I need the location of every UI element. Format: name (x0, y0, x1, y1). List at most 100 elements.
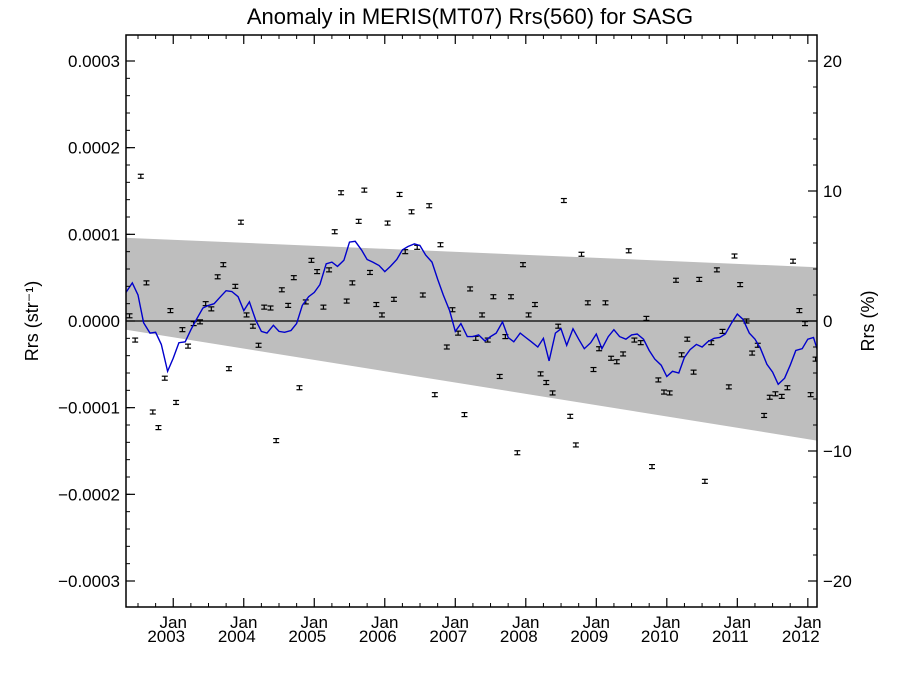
x-tick-label-month: Jan (653, 613, 680, 632)
y-axis-label-left: Rrs (str⁻¹) (22, 281, 42, 361)
data-point (749, 350, 756, 356)
data-point (214, 274, 221, 280)
data-point (278, 287, 285, 293)
data-point (696, 276, 703, 282)
data-point (631, 337, 638, 343)
data-point (197, 319, 204, 325)
x-tick-label-month: Jan (160, 613, 187, 632)
x-tick-label-month: Jan (724, 613, 751, 632)
data-point (649, 464, 656, 470)
data-point (155, 425, 162, 431)
data-point (361, 187, 368, 193)
data-point (384, 220, 391, 226)
data-point (225, 366, 232, 372)
y-tick-label-left: 0.0003 (68, 52, 120, 71)
series-line-smoothed (126, 240, 817, 386)
data-point (812, 356, 817, 362)
data-point (373, 301, 380, 308)
x-tick-label-month: Jan (301, 613, 328, 632)
plot-area (126, 173, 817, 484)
data-point (249, 323, 256, 329)
data-point (761, 412, 768, 419)
data-point (514, 450, 521, 456)
data-point (467, 286, 474, 292)
data-point (625, 248, 632, 254)
data-point (167, 308, 174, 314)
axes: 0.0003 0.0002 0.0001 0.0000 −0.0001 −0.0002 −0… (58, 34, 852, 646)
x-tick-label-year: 2008 (500, 627, 538, 646)
data-point (331, 229, 338, 235)
data-point (431, 392, 438, 398)
data-point (772, 391, 779, 397)
x-tick-label-month: Jan (371, 613, 398, 632)
x-tick-label-year: 2011 (712, 627, 749, 646)
uncertainty-band (126, 237, 817, 441)
data-point (666, 390, 673, 396)
data-point (185, 343, 192, 349)
data-point (678, 352, 685, 358)
x-tick-label-year: 2007 (429, 627, 467, 646)
data-point (296, 385, 303, 391)
y-tick-label-right: −10 (823, 442, 852, 461)
data-point (549, 390, 556, 396)
data-point (314, 269, 321, 275)
data-point (290, 275, 297, 281)
data-point (179, 327, 186, 333)
x-tick-label-year: 2003 (147, 627, 185, 646)
x-tick-label-month: Jan (230, 613, 257, 632)
data-point (237, 219, 244, 225)
data-point (672, 277, 679, 283)
data-point (684, 336, 691, 342)
data-point (713, 267, 720, 273)
data-point (320, 304, 327, 310)
data-point (408, 209, 415, 215)
data-point (620, 351, 627, 357)
data-point (655, 377, 662, 383)
data-point (496, 373, 503, 380)
data-point (161, 375, 168, 381)
data-point (572, 442, 579, 448)
data-point (725, 384, 732, 390)
data-point (349, 280, 356, 286)
data-point (531, 301, 538, 308)
data-point (784, 385, 791, 391)
data-point (343, 298, 350, 304)
data-point (267, 305, 274, 311)
y-tick-label-right: −20 (823, 572, 852, 591)
x-tick-label-month: Jan (442, 613, 469, 632)
x-tick-label-year: 2005 (288, 627, 326, 646)
data-point (578, 251, 585, 257)
y-tick-label-left: 0.0002 (68, 139, 120, 158)
data-point (366, 269, 373, 276)
y-tick-label-left: 0.0001 (68, 225, 120, 244)
x-tick-label-year: 2009 (570, 627, 608, 646)
data-point (326, 267, 333, 273)
data-point (338, 190, 345, 196)
data-point (519, 262, 526, 268)
data-point (567, 413, 574, 419)
y-tick-label-right: 20 (823, 52, 842, 71)
data-point (308, 257, 315, 263)
y-tick-label-left: −0.0003 (58, 572, 120, 591)
data-point (285, 302, 292, 308)
data-point (149, 409, 156, 415)
data-point (378, 312, 385, 318)
data-point (796, 308, 803, 314)
data-point (355, 218, 362, 224)
x-tick-label-month: Jan (794, 613, 821, 632)
x-tick-label-year: 2004 (218, 627, 256, 646)
x-tick-label-year: 2006 (359, 627, 397, 646)
data-point (255, 342, 262, 348)
data-point (608, 355, 615, 361)
x-tick-label-year: 2010 (641, 627, 679, 646)
data-point (390, 296, 397, 302)
data-point (543, 379, 550, 386)
data-point (590, 366, 597, 373)
y-tick-label-left: 0.0000 (68, 312, 120, 331)
data-point (701, 478, 708, 484)
data-point (778, 393, 785, 399)
data-point (132, 337, 139, 343)
y-tick-label-right: 10 (823, 182, 842, 201)
data-point (790, 258, 797, 264)
